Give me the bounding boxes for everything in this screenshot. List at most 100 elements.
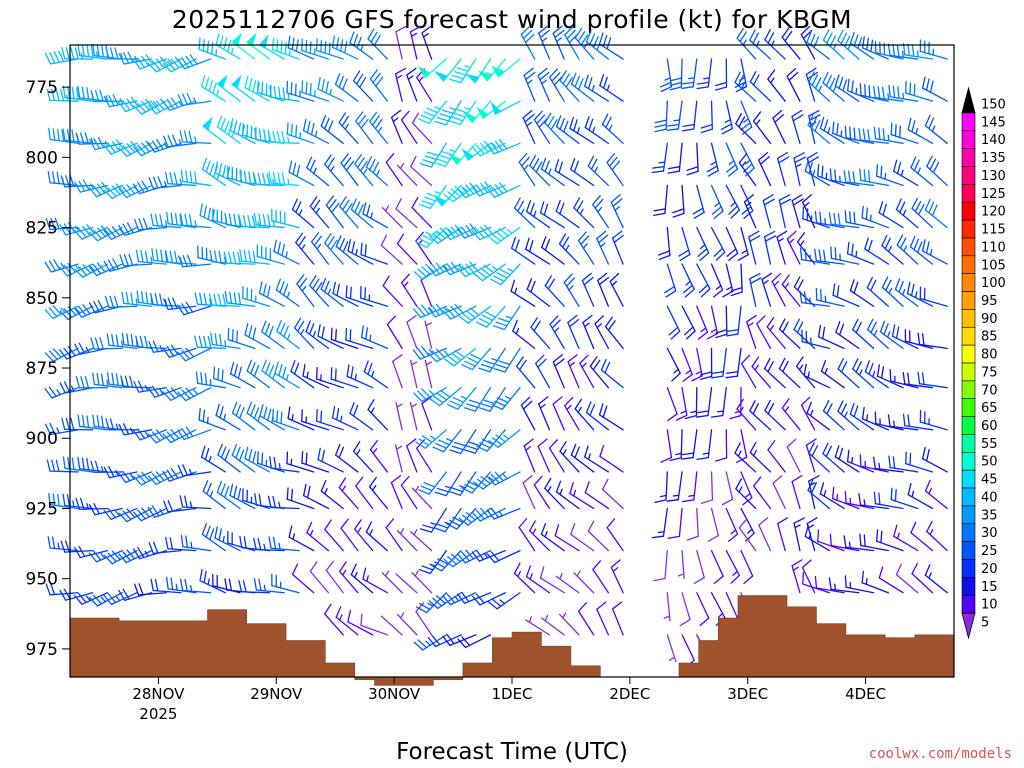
barb-flag	[512, 319, 518, 332]
barb-flag	[917, 332, 921, 346]
colorbar-label: 110	[981, 240, 1006, 255]
wind-barb	[293, 317, 315, 350]
barb-shaft	[772, 482, 786, 510]
barb-flag	[471, 186, 480, 197]
barb-flag	[495, 364, 509, 369]
wind-barb	[334, 73, 359, 102]
barb-flag	[897, 86, 900, 99]
barb-flag	[276, 320, 282, 332]
barb-half-flag	[843, 411, 848, 418]
barb-pennant	[461, 148, 475, 161]
barb-half-flag	[272, 178, 275, 186]
barb-half-flag	[159, 345, 163, 352]
barb-flag	[74, 594, 83, 605]
barb-half-flag	[864, 460, 866, 468]
barb-flag	[145, 54, 154, 65]
barb-half-flag	[106, 379, 109, 387]
wind-barb	[418, 471, 447, 495]
colorbar-label: 60	[981, 419, 998, 434]
barb-flag	[261, 452, 264, 466]
barb-flag	[210, 332, 213, 346]
barb-flag	[220, 210, 223, 224]
barb-flag	[786, 438, 797, 448]
barb-half-flag	[823, 490, 827, 497]
barb-flag	[92, 264, 102, 275]
barb-flag	[683, 326, 694, 336]
barb-flag	[778, 357, 786, 370]
barb-flag	[808, 110, 820, 117]
wind-barb	[478, 347, 506, 373]
barb-shaft	[777, 522, 786, 552]
barb-half-flag	[503, 434, 510, 440]
barb-flag	[810, 117, 818, 129]
barb-half-flag	[851, 456, 854, 464]
barb-flag	[580, 235, 590, 245]
wind-barb	[392, 354, 403, 389]
barb-flag	[421, 396, 432, 405]
barb-shaft	[420, 279, 433, 307]
barb-flag	[476, 445, 488, 452]
colorbar-swatch	[961, 398, 976, 417]
barb-half-flag	[839, 253, 841, 261]
wind-barb	[822, 71, 845, 102]
barb-flag	[429, 398, 441, 407]
barb-flag	[250, 288, 253, 302]
wind-barb	[473, 263, 506, 282]
barb-half-flag	[368, 294, 371, 302]
barb-half-flag	[807, 371, 810, 379]
barb-flag	[65, 417, 70, 431]
wind-barb	[45, 583, 79, 596]
wind-barb	[347, 239, 374, 265]
wind-barb	[332, 281, 359, 307]
wind-barb	[365, 521, 389, 552]
wind-barb	[413, 634, 447, 651]
wind-barb	[555, 199, 580, 229]
barb-flag	[543, 203, 549, 216]
wind-barb	[271, 37, 300, 60]
barb-flag	[331, 202, 340, 214]
barb-flag	[870, 39, 874, 53]
barb-flag	[570, 157, 576, 171]
wind-barb	[749, 400, 772, 431]
barb-flag	[325, 81, 329, 94]
wind-barb	[887, 43, 919, 60]
barb-flag	[801, 194, 812, 203]
barb-flag	[498, 139, 508, 150]
wind-barb	[539, 201, 565, 229]
barb-flag	[598, 234, 609, 244]
barb-flag	[529, 202, 535, 215]
barb-flag	[592, 195, 601, 205]
barb-flag	[609, 273, 620, 283]
wind-barb	[710, 549, 724, 585]
wind-barb	[767, 440, 786, 473]
barb-flag	[435, 303, 445, 315]
barb-flag	[446, 263, 455, 274]
barb-half-flag	[592, 126, 596, 134]
barb-flag	[107, 187, 117, 198]
barb-flag	[69, 174, 75, 188]
barb-flag	[577, 78, 584, 91]
barb-flag	[82, 225, 91, 237]
wind-barb	[486, 471, 521, 486]
barb-half-flag	[901, 288, 906, 296]
barb-flag	[261, 81, 264, 95]
barb-flag	[454, 441, 467, 447]
barb-flag	[490, 278, 502, 286]
barb-flag	[88, 266, 98, 277]
barb-flag	[166, 211, 169, 225]
wind-barb	[238, 214, 271, 229]
barb-half-flag	[206, 416, 209, 424]
wind-barb	[540, 157, 565, 187]
barb-flag	[438, 439, 450, 446]
wind-barb	[396, 528, 418, 552]
barb-flag	[60, 175, 66, 188]
barb-half-flag	[533, 210, 537, 218]
barb-flag	[738, 518, 748, 529]
wind-barb	[873, 85, 904, 102]
barb-flag	[76, 87, 80, 100]
barb-flag	[200, 74, 206, 88]
barb-flag	[343, 157, 352, 168]
barb-flag	[764, 235, 777, 242]
barb-half-flag	[703, 77, 710, 80]
barb-flag	[476, 144, 485, 155]
